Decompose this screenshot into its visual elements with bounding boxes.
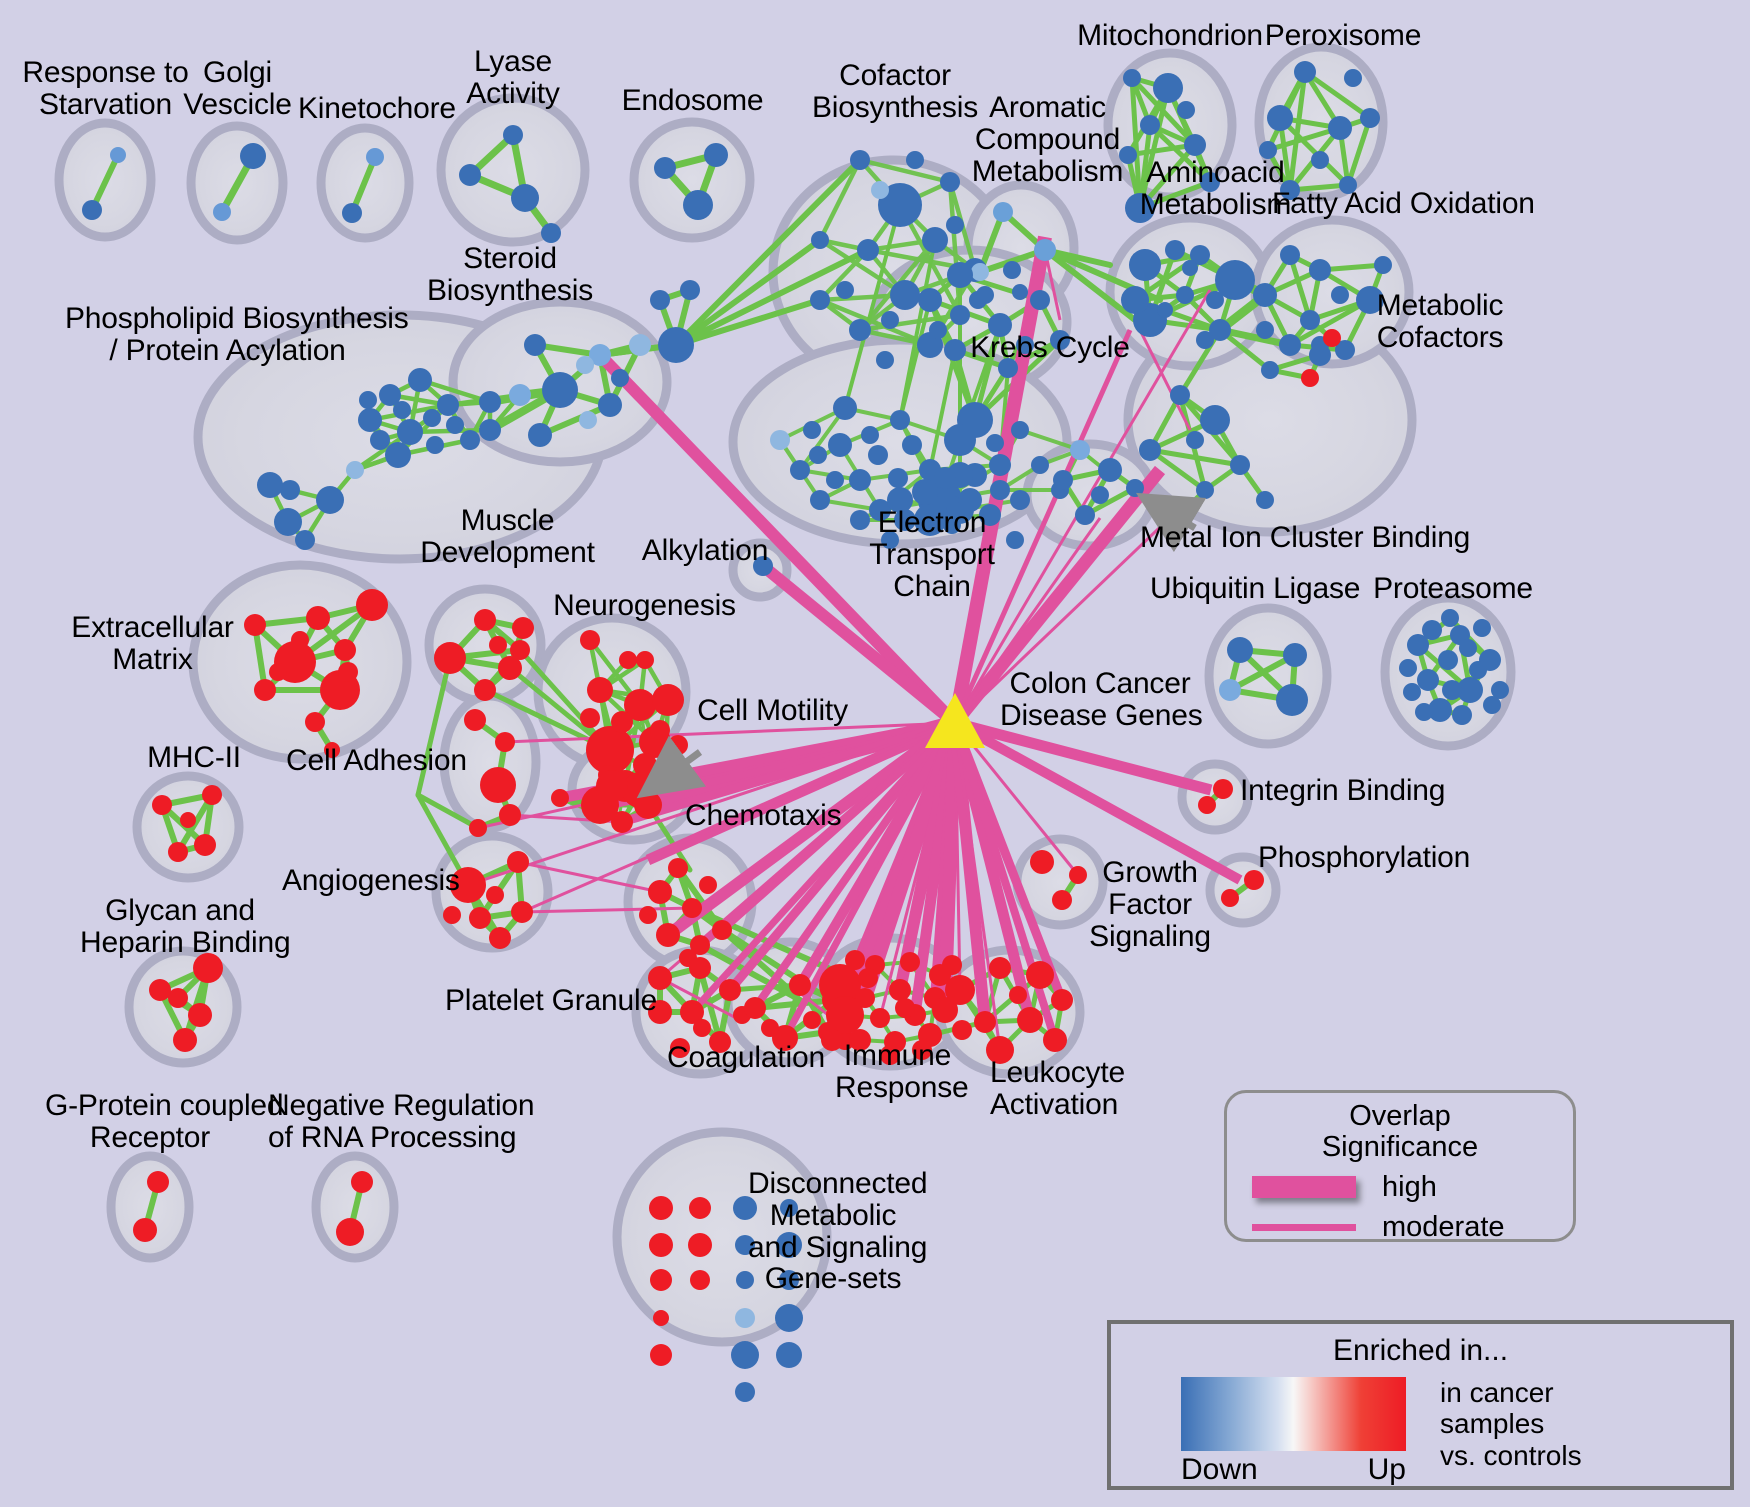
- arrow-metal-ion: [1135, 492, 1207, 553]
- legend-colorbar-wrap: Down Up: [1181, 1377, 1406, 1487]
- legend-row-high: high: [1227, 1171, 1573, 1204]
- arrow-cell-motility: [636, 735, 707, 799]
- legend-context-text: in cancer samples vs. controls: [1440, 1377, 1582, 1471]
- legend-label-up: Up: [1367, 1453, 1406, 1486]
- gene-set-nodes: [82, 61, 1509, 1402]
- legend-swatch-moderate: [1252, 1223, 1356, 1231]
- hub-triangle[interactable]: [925, 693, 985, 748]
- legend-label-down: Down: [1181, 1453, 1258, 1486]
- legend-enriched-in: Enriched in... Down Up in cancer samples…: [1107, 1320, 1734, 1490]
- legend-swatch-high: [1252, 1176, 1356, 1199]
- legend-label-high: high: [1382, 1170, 1437, 1203]
- annotation-arrows: [636, 492, 1207, 799]
- legend-colorbar: [1181, 1377, 1406, 1451]
- legend-overlap-title: Overlap Significance: [1321, 1100, 1479, 1164]
- legend-label-moderate: moderate: [1382, 1210, 1505, 1243]
- legend-overlap-significance: Overlap Significance high moderate: [1224, 1090, 1576, 1244]
- legend-enriched-title: Enriched in...: [1332, 1334, 1509, 1367]
- legend-row-moderate: moderate: [1227, 1211, 1573, 1244]
